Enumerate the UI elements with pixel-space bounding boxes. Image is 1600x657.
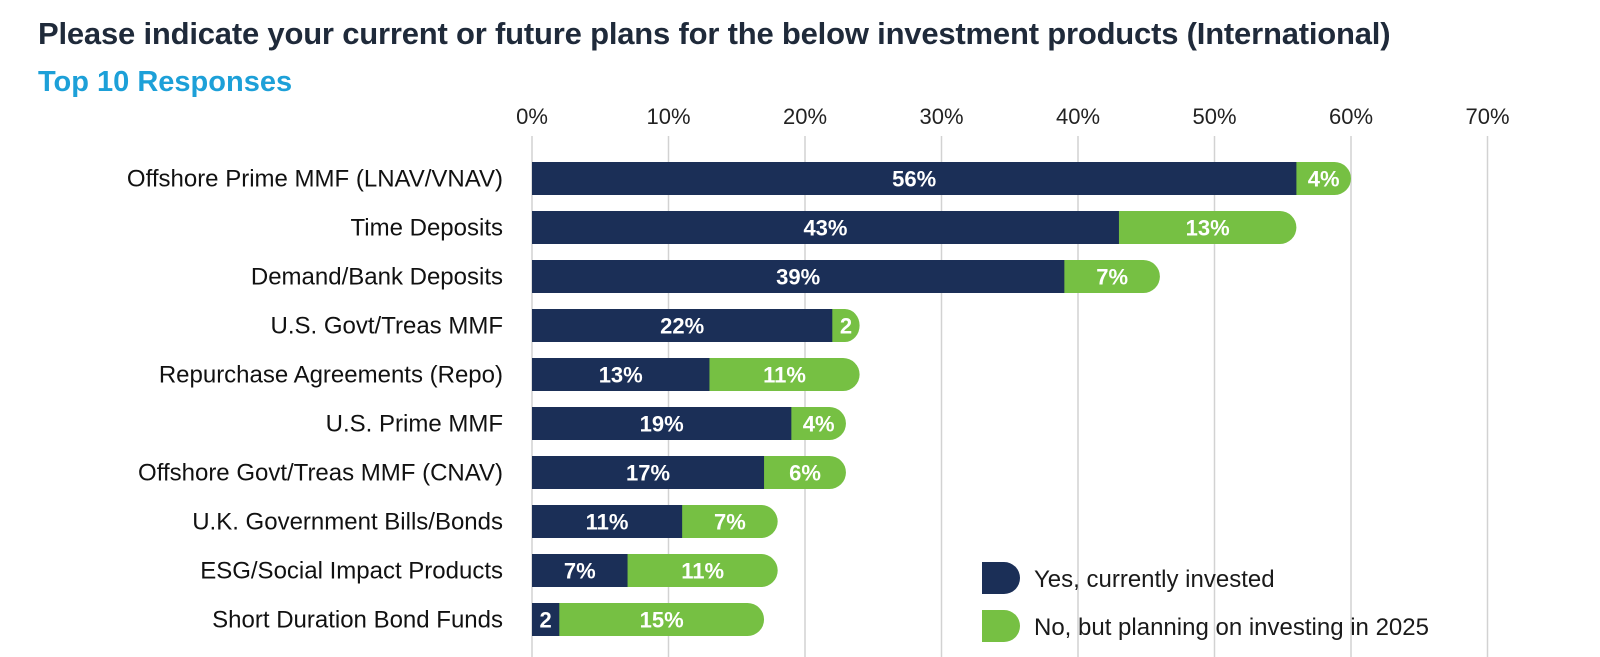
- bar-planning-2025: [625, 554, 778, 587]
- legend-currently-invested-label: Yes, currently invested: [1034, 566, 1275, 593]
- bar-planning-2025: [1294, 162, 1352, 195]
- x-axis-ticks: 0% 10% 20% 30% 40% 50% 60% 70%: [516, 104, 1509, 129]
- x-tick-label: 0%: [516, 104, 548, 129]
- bar-planning-2025: [680, 505, 778, 538]
- category-label: Time Deposits: [351, 215, 503, 242]
- category-label: Short Duration Bond Funds: [212, 607, 503, 634]
- data-label-currently-invested: 39%: [776, 265, 820, 290]
- bar-currently-invested: [532, 603, 560, 636]
- data-label-planning-2025: 4%: [803, 412, 835, 437]
- category-label: Offshore Govt/Treas MMF (CNAV): [138, 460, 503, 487]
- bar-planning-2025: [830, 309, 860, 342]
- data-label-currently-invested: 11%: [586, 510, 629, 535]
- x-tick-label: 50%: [1192, 104, 1236, 129]
- category-label: U.S. Govt/Treas MMF: [271, 313, 503, 340]
- bar-planning-2025: [557, 603, 765, 636]
- x-tick-label: 70%: [1465, 104, 1509, 129]
- data-label-planning-2025: 2: [840, 314, 852, 339]
- data-label-planning-2025: 11%: [681, 559, 724, 584]
- category-label: U.K. Government Bills/Bonds: [192, 509, 503, 536]
- bar-planning-2025: [1062, 260, 1160, 293]
- data-label-currently-invested: 2: [540, 608, 552, 633]
- bar-currently-invested: [532, 554, 628, 587]
- bar-currently-invested: [532, 505, 683, 538]
- chart-subtitle: Top 10 Responses: [38, 66, 293, 98]
- bar-currently-invested: [532, 456, 765, 489]
- data-label-currently-invested: 56%: [892, 167, 936, 192]
- category-label: Repurchase Agreements (Repo): [159, 362, 503, 389]
- legend: Yes, currently invested No, but planning …: [982, 562, 1429, 642]
- category-label: U.S. Prime MMF: [326, 411, 503, 438]
- x-tick-label: 10%: [646, 104, 690, 129]
- data-label-currently-invested: 7%: [564, 559, 596, 584]
- bar-planning-2025: [762, 456, 846, 489]
- chart-title: Please indicate your current or future p…: [38, 16, 1391, 51]
- x-tick-label: 40%: [1056, 104, 1100, 129]
- bar-planning-2025: [707, 358, 860, 391]
- bar-currently-invested: [532, 211, 1119, 244]
- x-tick-label: 60%: [1329, 104, 1373, 129]
- bar-currently-invested: [532, 358, 710, 391]
- x-tick-label: 30%: [919, 104, 963, 129]
- bar-currently-invested: [532, 260, 1065, 293]
- data-label-currently-invested: 43%: [803, 216, 847, 241]
- data-label-planning-2025: 13%: [1186, 216, 1230, 241]
- bar-planning-2025: [789, 407, 846, 440]
- data-label-planning-2025: 15%: [640, 608, 684, 633]
- data-label-planning-2025: 7%: [1096, 265, 1128, 290]
- data-label-planning-2025: 11%: [763, 363, 806, 388]
- bars: 56% 4% 43% 13% 39% 7% 22% 2 13% 11% 19% 4% 17% 6% 11% 7…: [532, 162, 1352, 636]
- category-label: Demand/Bank Deposits: [251, 264, 503, 291]
- bar-currently-invested: [532, 309, 833, 342]
- data-label-planning-2025: 7%: [714, 510, 746, 535]
- legend-planning-2025-label: No, but planning on investing in 2025: [1034, 614, 1429, 641]
- legend-currently-invested-swatch: [982, 562, 1020, 594]
- x-tick-label: 20%: [783, 104, 827, 129]
- bar-currently-invested: [532, 407, 792, 440]
- bar-planning-2025: [1116, 211, 1297, 244]
- category-labels: Offshore Prime MMF (LNAV/VNAV) Time Depos…: [127, 166, 503, 634]
- category-label: Offshore Prime MMF (LNAV/VNAV): [127, 166, 503, 193]
- data-label-planning-2025: 6%: [789, 461, 821, 486]
- data-label-currently-invested: 13%: [599, 363, 643, 388]
- data-label-currently-invested: 19%: [640, 412, 684, 437]
- bar-currently-invested: [532, 162, 1297, 195]
- category-label: ESG/Social Impact Products: [200, 558, 503, 585]
- data-label-currently-invested: 22%: [660, 314, 704, 339]
- legend-planning-2025-swatch: [982, 610, 1020, 642]
- data-label-planning-2025: 4%: [1308, 167, 1340, 192]
- data-label-currently-invested: 17%: [626, 461, 670, 486]
